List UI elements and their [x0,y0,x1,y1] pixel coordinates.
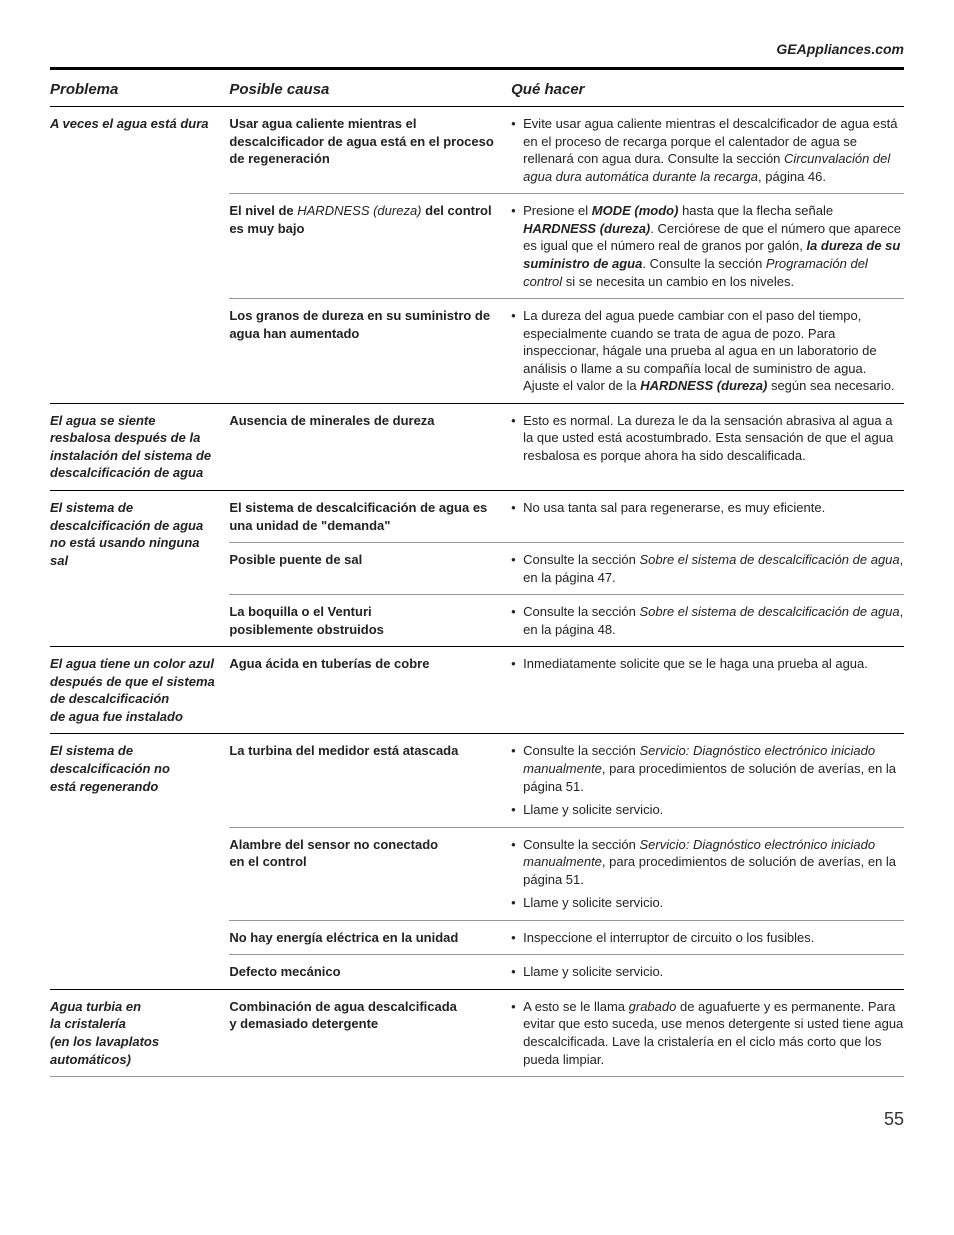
remedy-cell: Inspeccione el interruptor de circuito o… [511,920,904,955]
table-row: Agua turbia en la cristalería (en los la… [50,989,904,1076]
troubleshooting-table: Problema Posible causa Qué hacer A veces… [50,72,904,1077]
header-url: GEAppliances.com [50,40,904,70]
remedy-list: A esto se le llama grabado de aguafuerte… [511,998,904,1068]
problem-cell: Agua turbia en la cristalería (en los la… [50,989,229,1076]
remedy-list: Presione el MODE (modo) hasta que la fle… [511,202,904,290]
col-cause: Posible causa [229,72,511,107]
cause-cell: Ausencia de minerales de dureza [229,403,511,490]
remedy-list: La dureza del agua puede cambiar con el … [511,307,904,395]
remedy-cell: Inmediatamente solicite que se le haga u… [511,647,904,734]
remedy-cell: No usa tanta sal para regenerarse, es mu… [511,490,904,542]
remedy-list: Llame y solicite servicio. [511,963,904,981]
table-row: El agua se siente resbalosa después de l… [50,403,904,490]
cause-cell: No hay energía eléctrica en la unidad [229,920,511,955]
cause-cell: Los granos de dureza en su suministro de… [229,299,511,404]
remedy-cell: Consulte la sección Sobre el sistema de … [511,543,904,595]
remedy-cell: Consulte la sección Servicio: Diagnóstic… [511,734,904,827]
cause-cell: La turbina del medidor está atascada [229,734,511,827]
problem-cell: A veces el agua está dura [50,107,229,404]
remedy-list: Esto es normal. La dureza le da la sensa… [511,412,904,465]
cause-cell: La boquilla o el Venturi posiblemente ob… [229,595,511,647]
remedy-cell: Llame y solicite servicio. [511,955,904,990]
remedy-list: Consulte la sección Sobre el sistema de … [511,551,904,586]
remedy-cell: Consulte la sección Servicio: Diagnóstic… [511,827,904,920]
table-row: A veces el agua está duraUsar agua calie… [50,107,904,194]
problem-cell: El sistema de descalcificación de agua n… [50,490,229,646]
cause-cell: Agua ácida en tuberías de cobre [229,647,511,734]
col-problem: Problema [50,72,229,107]
remedy-list: Consulte la sección Sobre el sistema de … [511,603,904,638]
remedy-list: Inmediatamente solicite que se le haga u… [511,655,904,673]
page-number: 55 [50,1107,904,1131]
cause-cell: El sistema de descalcificación de agua e… [229,490,511,542]
remedy-list: Evite usar agua caliente mientras el des… [511,115,904,185]
problem-cell: El agua tiene un color azul después de q… [50,647,229,734]
remedy-list: Consulte la sección Servicio: Diagnóstic… [511,836,904,912]
remedy-cell: A esto se le llama grabado de aguafuerte… [511,989,904,1076]
remedy-list: No usa tanta sal para regenerarse, es mu… [511,499,904,517]
cause-cell: El nivel de HARDNESS (dureza) del contro… [229,194,511,299]
remedy-list: Consulte la sección Servicio: Diagnóstic… [511,742,904,818]
remedy-cell: La dureza del agua puede cambiar con el … [511,299,904,404]
cause-cell: Usar agua caliente mientras el descalcif… [229,107,511,194]
remedy-cell: Presione el MODE (modo) hasta que la fle… [511,194,904,299]
table-row: El agua tiene un color azul después de q… [50,647,904,734]
problem-cell: El sistema de descalcificación no está r… [50,734,229,989]
cause-cell: Alambre del sensor no conectado en el co… [229,827,511,920]
problem-cell: El agua se siente resbalosa después de l… [50,403,229,490]
col-remedy: Qué hacer [511,72,904,107]
table-row: El sistema de descalcificación de agua n… [50,490,904,542]
remedy-list: Inspeccione el interruptor de circuito o… [511,929,904,947]
table-header-row: Problema Posible causa Qué hacer [50,72,904,107]
remedy-cell: Consulte la sección Sobre el sistema de … [511,595,904,647]
remedy-cell: Evite usar agua caliente mientras el des… [511,107,904,194]
remedy-cell: Esto es normal. La dureza le da la sensa… [511,403,904,490]
cause-cell: Combinación de agua descalcificada y dem… [229,989,511,1076]
cause-cell: Defecto mecánico [229,955,511,990]
table-row: El sistema de descalcificación no está r… [50,734,904,827]
cause-cell: Posible puente de sal [229,543,511,595]
